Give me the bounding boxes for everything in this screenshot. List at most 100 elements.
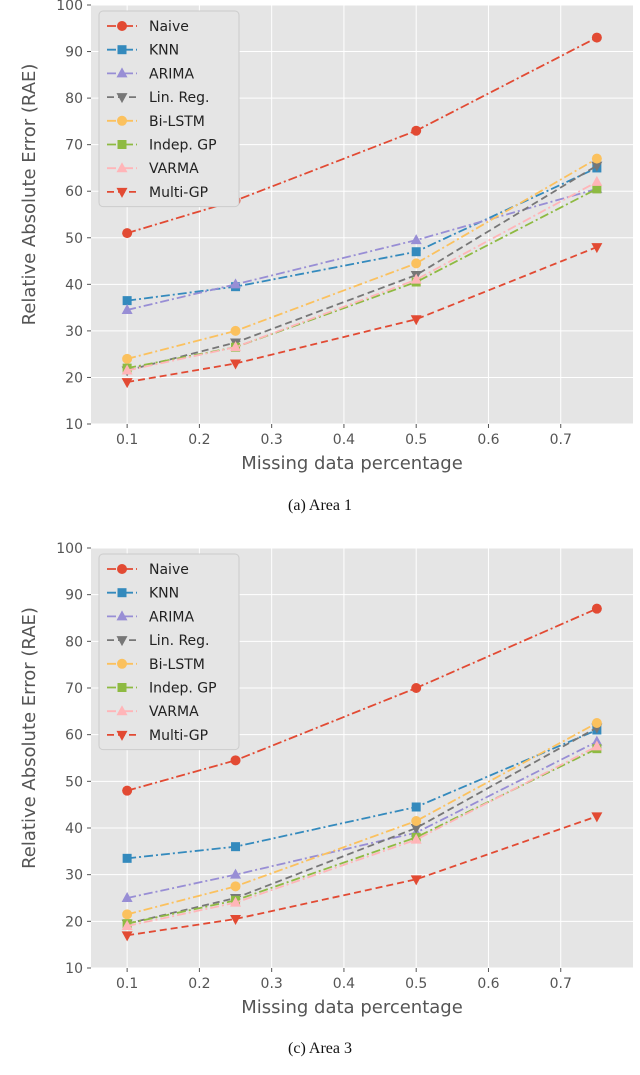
- legend-item-lin-reg: Lin. Reg.: [107, 90, 210, 106]
- series-line-bi-lstm: [126, 722, 598, 916]
- legend-swatch-marker: [117, 45, 127, 55]
- y-tick-label: 40: [65, 821, 83, 837]
- legend-item-bi-lstm: Bi-LSTM: [107, 114, 205, 130]
- y-tick-label: 10: [65, 961, 83, 977]
- legend-item-varma: VARMA: [107, 704, 199, 720]
- x-tick-label: 0.2: [188, 432, 210, 448]
- data-point-indep-gp: [592, 184, 602, 194]
- legend-item-multi-gp: Multi-GP: [107, 728, 208, 744]
- data-point-varma: [591, 740, 603, 751]
- x-axis-label: Missing data percentage: [241, 453, 463, 474]
- legend-swatch-marker: [116, 636, 128, 647]
- legend-label: Multi-GP: [149, 185, 208, 201]
- legend-item-arima: ARIMA: [107, 609, 195, 625]
- figure-caption: (c) Area 3: [288, 1040, 352, 1057]
- y-tick-label: 30: [65, 868, 83, 884]
- legend-label: Bi-LSTM: [149, 657, 205, 673]
- legend-item-bi-lstm: Bi-LSTM: [107, 657, 205, 673]
- x-tick-label: 0.6: [477, 432, 499, 448]
- y-tick-label: 100: [56, 0, 83, 14]
- series-line-knn: [127, 729, 598, 860]
- data-point-knn: [411, 247, 421, 257]
- legend-label: Indep. GP: [149, 138, 217, 154]
- series-bi-lstm: [122, 153, 602, 364]
- series-line-lin-reg: [126, 164, 598, 372]
- x-tick-label: 0.7: [550, 976, 572, 992]
- series-line-naive: [126, 607, 598, 792]
- data-point-naive: [411, 683, 422, 693]
- data-point-arima: [121, 303, 133, 314]
- data-point-bi-lstm: [411, 258, 422, 269]
- data-point-knn: [122, 296, 132, 306]
- data-point-multi-gp: [591, 243, 603, 254]
- legend-item-naive: Naive: [107, 562, 189, 578]
- x-tick-label: 0.1: [116, 432, 138, 448]
- x-tick-label: 0.1: [116, 976, 138, 992]
- legend-swatch-marker: [117, 140, 127, 149]
- y-tick-label: 10: [65, 417, 83, 433]
- data-point-varma: [591, 175, 603, 186]
- data-point-bi-lstm: [230, 881, 241, 892]
- legend-label: ARIMA: [149, 66, 195, 82]
- data-point-naive: [591, 603, 602, 614]
- y-tick-label: 40: [65, 277, 83, 293]
- legend-swatch-marker: [116, 187, 128, 198]
- data-point-naive: [122, 785, 133, 796]
- data-point-varma: [121, 920, 133, 930]
- data-point-bi-lstm: [122, 909, 133, 920]
- series-varma: [121, 175, 603, 375]
- series-naive: [122, 603, 602, 796]
- data-point-naive: [591, 32, 602, 43]
- data-point-multi-gp: [121, 378, 133, 389]
- data-point-knn: [122, 853, 132, 863]
- x-tick-label: 0.3: [261, 976, 283, 992]
- y-tick-label: 80: [65, 634, 83, 650]
- legend-label: Lin. Reg.: [149, 633, 210, 649]
- x-tick-label: 0.7: [550, 432, 572, 448]
- legend-swatch-marker: [117, 658, 127, 669]
- data-point-multi-gp: [230, 359, 242, 370]
- data-point-varma: [230, 896, 242, 907]
- data-point-multi-gp: [410, 315, 422, 326]
- legend-swatch-marker: [117, 21, 127, 31]
- legend-item-knn: KNN: [107, 586, 179, 602]
- legend-swatch-marker: [116, 93, 128, 104]
- legend-swatch-marker: [117, 564, 127, 574]
- series-varma: [121, 740, 603, 930]
- x-tick-label: 0.5: [405, 432, 427, 448]
- chart-area-3: 10 20 30 40 50 60 70 80 90 100 0.1 0.2 0.3 0.4 0.5 0.6 0…: [19, 541, 633, 1057]
- data-point-varma: [410, 273, 422, 284]
- series-line-knn: [127, 167, 598, 302]
- data-point-multi-gp: [410, 875, 422, 886]
- legend: Naive KNN ARIMA Lin. Reg. Bi-LSTM Indep. GP VA…: [98, 553, 240, 751]
- data-point-varma: [410, 833, 422, 844]
- x-tick-label: 0.5: [405, 976, 427, 992]
- series-line-multi-gp: [126, 815, 598, 937]
- legend-item-lin-reg: Lin. Reg.: [107, 633, 210, 649]
- y-tick-label: 90: [65, 45, 83, 61]
- legend-item-multi-gp: Multi-GP: [107, 185, 208, 201]
- data-point-arima: [230, 278, 242, 289]
- x-axis-label: Missing data percentage: [241, 997, 463, 1018]
- legend-label: VARMA: [149, 161, 199, 177]
- y-tick-label: 70: [65, 681, 83, 697]
- x-tick-label: 0.2: [188, 976, 210, 992]
- legend-item-naive: Naive: [107, 19, 189, 35]
- legend-label: VARMA: [149, 704, 199, 720]
- series-line-naive: [126, 36, 598, 234]
- legend-swatch-marker: [117, 588, 127, 598]
- series-line-indep-gp: [126, 747, 598, 925]
- y-tick-label: 90: [65, 588, 83, 604]
- legend: Naive KNN ARIMA Lin. Reg. Bi-LSTM Indep. GP VA…: [98, 10, 240, 208]
- data-point-multi-gp: [121, 931, 133, 942]
- legend-swatch-marker: [117, 115, 127, 126]
- legend-item-knn: KNN: [107, 43, 179, 59]
- x-tick-label: 0.4: [333, 432, 355, 448]
- data-point-naive: [230, 755, 241, 766]
- data-point-bi-lstm: [591, 718, 602, 728]
- x-tick-label: 0.3: [261, 432, 283, 448]
- data-point-arima: [410, 234, 422, 245]
- data-point-bi-lstm: [122, 353, 133, 364]
- legend-label: Indep. GP: [149, 681, 217, 697]
- legend-label: ARIMA: [149, 609, 195, 625]
